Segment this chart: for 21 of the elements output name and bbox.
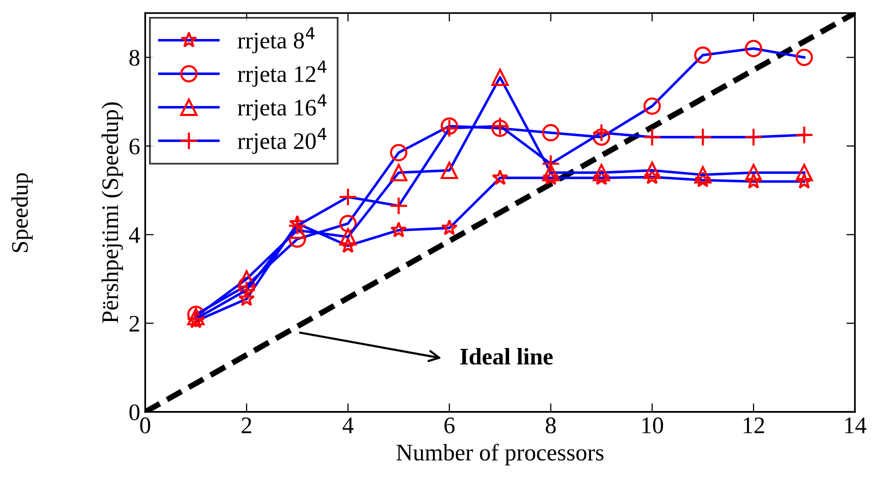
- x-tick-label: 6: [444, 417, 455, 434]
- x-tick-label: 14: [845, 418, 866, 434]
- y-tick-label: 0: [129, 404, 140, 420]
- x-tick-label: 2: [242, 417, 252, 434]
- x-tick-label: 10: [642, 417, 664, 434]
- y-tick-label: 6: [130, 138, 140, 154]
- y-axis-title: Përshpejtimi (Speedup): [102, 102, 123, 323]
- x-axis-title: Number of processors: [396, 444, 604, 466]
- x-tick-label: 8: [546, 417, 556, 434]
- y-tick-label: 8: [129, 50, 140, 66]
- legend-label: rrjeta 8$^{4}$: [238, 27, 315, 54]
- y-tick-label: 4: [128, 227, 140, 243]
- legend-label: rrjeta 12$^{4}$: [238, 60, 326, 87]
- legend-label: rrjeta 16$^{4}$: [238, 94, 326, 120]
- annotation: Ideal line: [460, 348, 553, 365]
- legend-label: rrjeta 20$^{4}$: [238, 128, 326, 154]
- text: Speedup: [11, 173, 33, 252]
- x-tick-label: 0: [140, 417, 150, 434]
- y-tick-label: 2: [130, 316, 140, 332]
- x-tick-label: 12: [744, 417, 764, 434]
- x-tick-label: 4: [342, 418, 354, 434]
